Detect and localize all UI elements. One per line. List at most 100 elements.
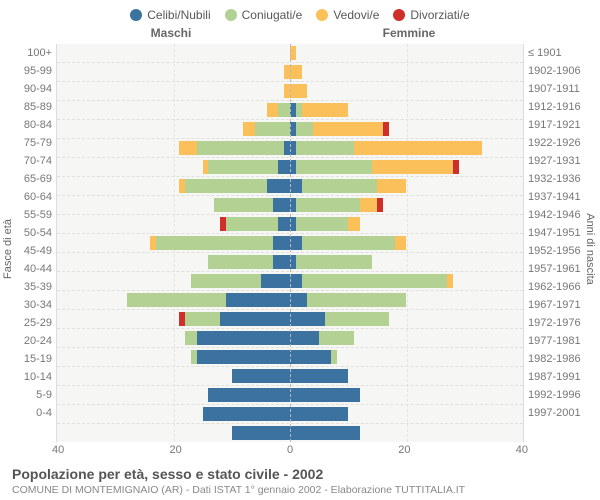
age-label: 5-9: [8, 386, 52, 404]
age-label: 35-39: [8, 278, 52, 296]
legend-swatch: [130, 9, 142, 21]
bar-seg-cel: [290, 236, 302, 250]
bar-seg-con: [296, 198, 360, 212]
bar-seg-cel: [273, 255, 290, 269]
chart-title: Popolazione per età, sesso e stato civil…: [12, 466, 588, 482]
header-male: Maschi: [52, 26, 290, 40]
bar-seg-cel: [278, 160, 290, 174]
male-half: [57, 424, 290, 442]
birth-label: 1922-1926: [528, 134, 592, 152]
male-half: [57, 177, 290, 195]
birth-label: 1952-1956: [528, 242, 592, 260]
age-label: 95-99: [8, 62, 52, 80]
legend-label: Celibi/Nubili: [147, 8, 210, 22]
male-half: [57, 215, 290, 233]
male-half: [57, 120, 290, 138]
bar-seg-con: [208, 160, 278, 174]
male-half: [57, 196, 290, 214]
age-label: 50-54: [8, 224, 52, 242]
birth-label: 1937-1941: [528, 188, 592, 206]
bar-seg-ved: [243, 122, 255, 136]
bar-seg-cel: [226, 293, 290, 307]
axis-right-label: Anni di nascita: [584, 213, 596, 285]
x-tick: 20: [169, 444, 181, 456]
female-half: [290, 44, 523, 62]
bar-seg-con: [296, 160, 372, 174]
bar-seg-con: [226, 217, 278, 231]
bar-seg-cel: [290, 331, 319, 345]
female-half: [290, 196, 523, 214]
bar-seg-cel: [290, 179, 302, 193]
male-half: [57, 367, 290, 385]
bar-seg-ved: [377, 179, 406, 193]
male-half: [57, 82, 290, 100]
female-half: [290, 120, 523, 138]
male-half: [57, 348, 290, 366]
legend-label: Divorziati/e: [410, 8, 469, 22]
age-labels: 100+95-9990-9485-8980-8475-7970-7465-696…: [8, 44, 56, 442]
bar-seg-con: [156, 236, 273, 250]
female-half: [290, 272, 523, 290]
bar-seg-con: [302, 179, 378, 193]
age-label: 20-24: [8, 332, 52, 350]
age-label: 55-59: [8, 206, 52, 224]
male-half: [57, 44, 290, 62]
bar-seg-ved: [395, 236, 407, 250]
bar-seg-con: [185, 312, 220, 326]
chart-subtitle: COMUNE DI MONTEMIGNAIO (AR) - Dati ISTAT…: [12, 484, 588, 496]
bar-seg-ved: [179, 141, 196, 155]
birth-label: 1947-1951: [528, 224, 592, 242]
female-half: [290, 424, 523, 442]
axis-left-label: Fasce di età: [2, 219, 14, 279]
female-half: [290, 386, 523, 404]
bar-seg-con: [127, 293, 226, 307]
age-label: 90-94: [8, 80, 52, 98]
male-half: [57, 386, 290, 404]
age-label: 15-19: [8, 350, 52, 368]
bar-seg-cel: [273, 198, 290, 212]
pyramid-chart: Maschi Femmine Fasce di età Anni di nasc…: [8, 26, 592, 456]
birth-label: 1977-1981: [528, 332, 592, 350]
bar-seg-ved: [348, 217, 360, 231]
bar-seg-con: [296, 122, 313, 136]
birth-label: 1912-1916: [528, 98, 592, 116]
legend-swatch: [225, 9, 237, 21]
female-half: [290, 348, 523, 366]
male-half: [57, 158, 290, 176]
x-tick: 20: [398, 444, 410, 456]
female-half: [290, 101, 523, 119]
legend-label: Vedovi/e: [333, 8, 379, 22]
bar-seg-ved: [372, 160, 454, 174]
legend-label: Coniugati/e: [242, 8, 303, 22]
birth-label: 1997-2001: [528, 404, 592, 422]
bar-seg-cel: [232, 426, 290, 440]
female-half: [290, 139, 523, 157]
footer: Popolazione per età, sesso e stato civil…: [12, 466, 588, 496]
male-half: [57, 272, 290, 290]
birth-label: 1992-1996: [528, 386, 592, 404]
bar-seg-cel: [290, 293, 307, 307]
male-half: [57, 63, 290, 81]
age-label: 60-64: [8, 188, 52, 206]
birth-label: 1957-1961: [528, 260, 592, 278]
bar-seg-con: [325, 312, 389, 326]
bar-seg-cel: [290, 426, 360, 440]
male-half: [57, 253, 290, 271]
bar-seg-cel: [290, 388, 360, 402]
bar-seg-div: [377, 198, 383, 212]
birth-labels: ≤ 19011902-19061907-19111912-19161917-19…: [524, 44, 592, 442]
bar-seg-con: [278, 103, 290, 117]
bar-seg-cel: [208, 388, 290, 402]
bar-seg-cel: [261, 274, 290, 288]
bar-seg-div: [383, 122, 389, 136]
bar-seg-con: [296, 217, 348, 231]
bar-seg-con: [255, 122, 290, 136]
x-tick: 40: [516, 444, 528, 456]
bar-seg-ved: [302, 103, 349, 117]
female-half: [290, 63, 523, 81]
bar-seg-con: [302, 274, 448, 288]
female-half: [290, 291, 523, 309]
bar-seg-cel: [273, 236, 290, 250]
birth-label: 1907-1911: [528, 80, 592, 98]
x-tick: 0: [287, 444, 293, 456]
